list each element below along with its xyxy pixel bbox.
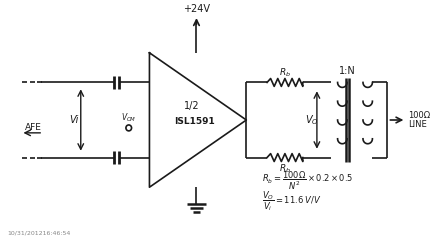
Text: $R_b$: $R_b$: [279, 162, 291, 175]
Text: $\dfrac{V_O}{V_i} = 11.6\;V/V$: $\dfrac{V_O}{V_i} = 11.6\;V/V$: [262, 189, 322, 213]
Text: 1:N: 1:N: [339, 66, 356, 76]
Text: Vi: Vi: [70, 115, 79, 125]
Text: $R_b = \dfrac{100\Omega}{N^2} \times 0.2 \times 0.5$: $R_b = \dfrac{100\Omega}{N^2} \times 0.2…: [262, 170, 354, 192]
Text: $R_b$: $R_b$: [279, 66, 291, 79]
Text: ISL1591: ISL1591: [174, 117, 215, 127]
Text: $V_{CM}$: $V_{CM}$: [121, 112, 137, 124]
Text: 100Ω: 100Ω: [408, 111, 430, 120]
Text: +24V: +24V: [183, 4, 210, 14]
Text: $V_O$: $V_O$: [305, 113, 319, 127]
Text: 10/31/201216:46:54: 10/31/201216:46:54: [8, 230, 71, 235]
Text: 1/2: 1/2: [184, 101, 200, 111]
Text: AFE: AFE: [25, 123, 42, 132]
Text: LINE: LINE: [408, 120, 427, 129]
